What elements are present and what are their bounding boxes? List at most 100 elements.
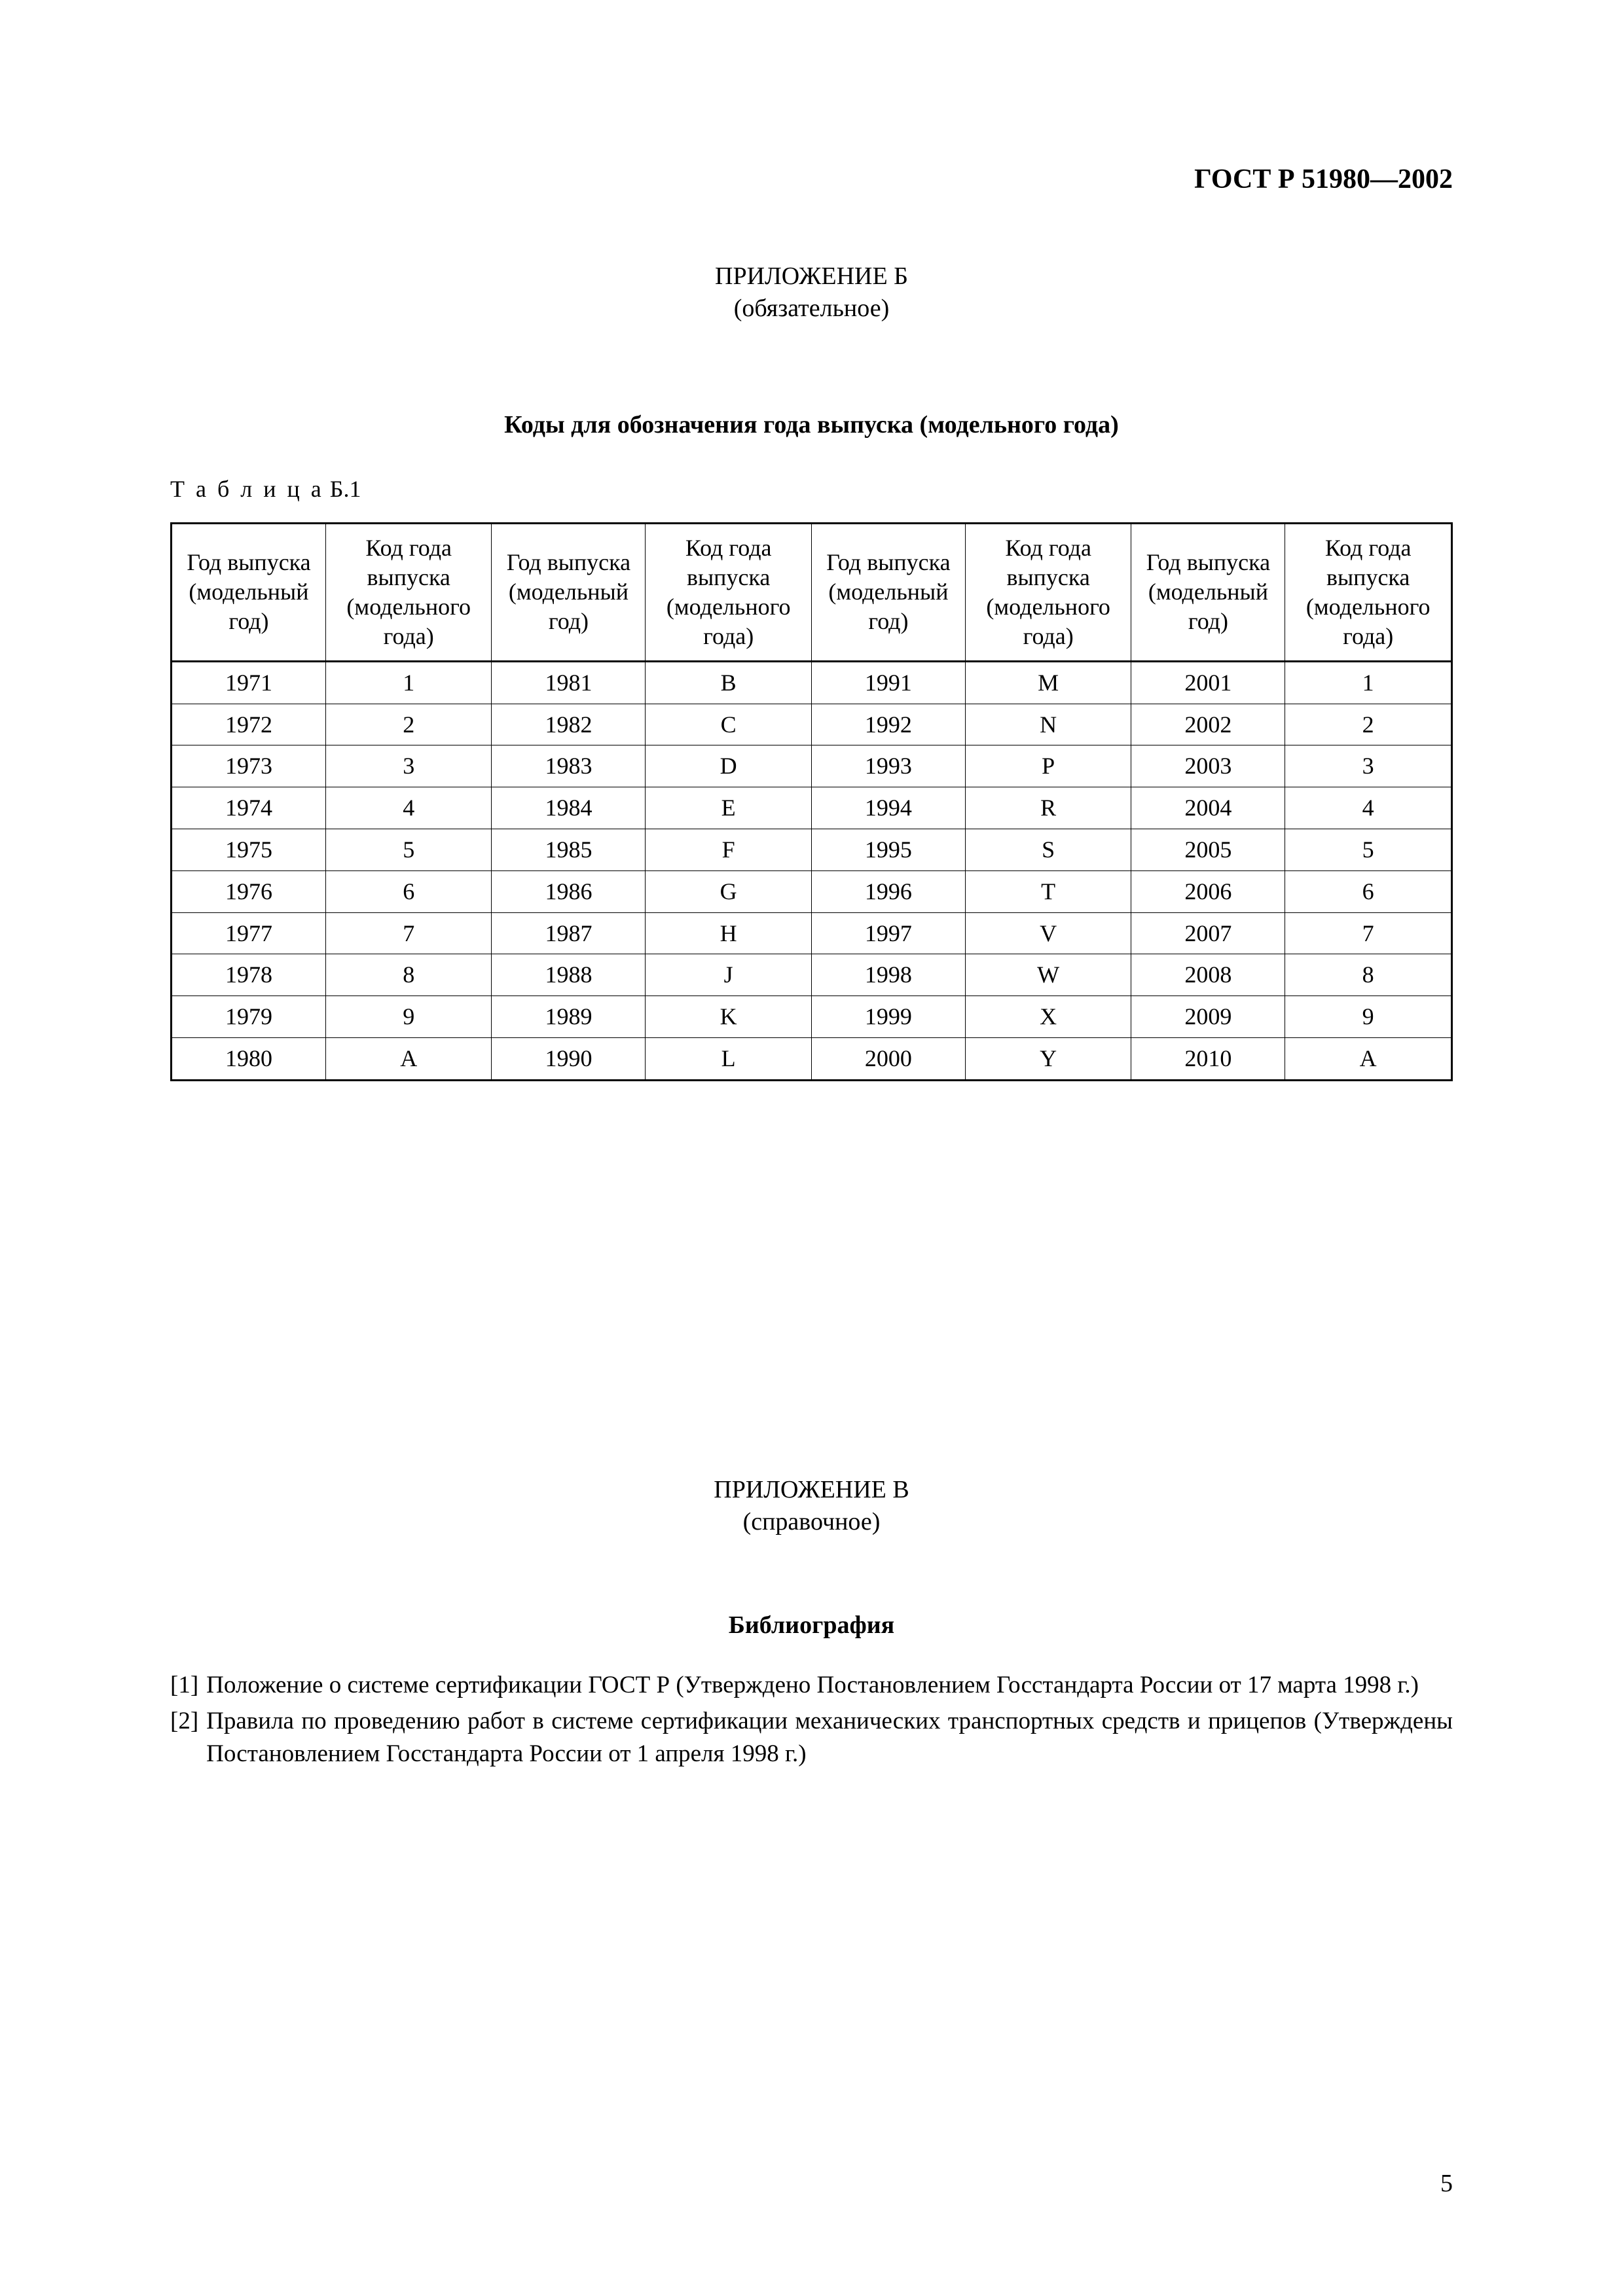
table-cell: 3 [1285, 745, 1452, 787]
table-cell: 2007 [1131, 912, 1285, 954]
table-cell: X [965, 996, 1131, 1038]
table-cell: 1983 [492, 745, 646, 787]
table-cell: K [646, 996, 812, 1038]
bibliography-item-number: [2] [170, 1705, 206, 1770]
table-cell: 6 [325, 870, 492, 912]
table-row: 197991989K1999X20099 [172, 996, 1452, 1038]
table-label-number: Б.1 [324, 476, 361, 502]
table-row: 197551985F1995S20055 [172, 829, 1452, 870]
table-cell: 1973 [172, 745, 326, 787]
bibliography-item-text: Положение о системе сертификации ГОСТ Р … [206, 1669, 1453, 1702]
document-standard-header: ГОСТ Р 51980—2002 [170, 164, 1453, 195]
table-cell: 1994 [811, 787, 965, 829]
table-cell: 2001 [1131, 661, 1285, 704]
appendix-v-section: ПРИЛОЖЕНИЕ В (справочное) Библиография [… [170, 1474, 1453, 1771]
table-cell: W [965, 954, 1131, 996]
table-row: 197661986G1996T20066 [172, 870, 1452, 912]
table-cell: 6 [1285, 870, 1452, 912]
table-row: 197771987H1997V20077 [172, 912, 1452, 954]
table-cell: L [646, 1037, 812, 1080]
table-row: 197111981B1991M20011 [172, 661, 1452, 704]
table-header-year: Год выпуска (модельный год) [1131, 523, 1285, 661]
table-cell: 1980 [172, 1037, 326, 1080]
bibliography-title: Библиография [170, 1611, 1453, 1640]
table-cell: 2010 [1131, 1037, 1285, 1080]
table-cell: 1989 [492, 996, 646, 1038]
bibliography-list: [1]Положение о системе сертификации ГОСТ… [170, 1669, 1453, 1771]
table-row: 197441984E1994R20044 [172, 787, 1452, 829]
table-cell: 2003 [1131, 745, 1285, 787]
table-cell: 1999 [811, 996, 965, 1038]
table-cell: 1976 [172, 870, 326, 912]
table-cell: 1988 [492, 954, 646, 996]
table-cell: 1977 [172, 912, 326, 954]
table-cell: 1972 [172, 704, 326, 745]
table-cell: 1975 [172, 829, 326, 870]
table-cell: 1971 [172, 661, 326, 704]
bibliography-item: [1]Положение о системе сертификации ГОСТ… [170, 1669, 1453, 1702]
table-cell: 1982 [492, 704, 646, 745]
table-cell: 1997 [811, 912, 965, 954]
appendix-b-note: (обязательное) [170, 293, 1453, 325]
table-cell: 4 [325, 787, 492, 829]
table-header-code: Код года выпуска (модельного года) [965, 523, 1131, 661]
table-cell: T [965, 870, 1131, 912]
table-cell: 1992 [811, 704, 965, 745]
table-cell: 1996 [811, 870, 965, 912]
table-cell: 1981 [492, 661, 646, 704]
table-cell: Y [965, 1037, 1131, 1080]
table-cell: A [1285, 1037, 1452, 1080]
appendix-b-title: ПРИЛОЖЕНИЕ Б [170, 260, 1453, 293]
table-cell: 7 [325, 912, 492, 954]
table-cell: H [646, 912, 812, 954]
table-cell: 1987 [492, 912, 646, 954]
bibliography-item: [2]Правила по проведению работ в системе… [170, 1705, 1453, 1770]
table-cell: 2002 [1131, 704, 1285, 745]
table-cell: P [965, 745, 1131, 787]
table-header-code: Код года выпуска (модельного года) [646, 523, 812, 661]
table-row: 197221982C1992N20022 [172, 704, 1452, 745]
table-cell: E [646, 787, 812, 829]
table-cell: 1978 [172, 954, 326, 996]
table-header-year: Год выпуска (модельный год) [811, 523, 965, 661]
table-cell: 1 [1285, 661, 1452, 704]
table-row: 197881988J1998W20088 [172, 954, 1452, 996]
table-cell: D [646, 745, 812, 787]
table-label: Т а б л и ц а Б.1 [170, 475, 1453, 503]
table-cell: R [965, 787, 1131, 829]
table-cell: 1998 [811, 954, 965, 996]
table-cell: 3 [325, 745, 492, 787]
bibliography-item-number: [1] [170, 1669, 206, 1702]
table-row: 197331983D1993P20033 [172, 745, 1452, 787]
table-row: 1980A1990L2000Y2010A [172, 1037, 1452, 1080]
table-cell: 8 [1285, 954, 1452, 996]
page-number: 5 [1440, 2169, 1453, 2198]
table-cell: 1974 [172, 787, 326, 829]
table-cell: 2005 [1131, 829, 1285, 870]
document-page: ГОСТ Р 51980—2002 ПРИЛОЖЕНИЕ Б (обязател… [0, 0, 1623, 2296]
table-cell: 8 [325, 954, 492, 996]
table-cell: C [646, 704, 812, 745]
appendix-v-title: ПРИЛОЖЕНИЕ В [170, 1474, 1453, 1506]
table-cell: N [965, 704, 1131, 745]
year-codes-table: Год выпуска (модельный год)Код года выпу… [170, 522, 1453, 1081]
table-cell: 2008 [1131, 954, 1285, 996]
table-cell: 5 [325, 829, 492, 870]
table-cell: 2000 [811, 1037, 965, 1080]
table-cell: 2 [325, 704, 492, 745]
table-cell: 2004 [1131, 787, 1285, 829]
table-cell: 4 [1285, 787, 1452, 829]
table-cell: 1993 [811, 745, 965, 787]
table-cell: 1979 [172, 996, 326, 1038]
table-label-prefix: Т а б л и ц а [170, 476, 324, 502]
table-head: Год выпуска (модельный год)Код года выпу… [172, 523, 1452, 661]
table-header-code: Код года выпуска (модельного года) [1285, 523, 1452, 661]
appendix-b-heading: ПРИЛОЖЕНИЕ Б (обязательное) [170, 260, 1453, 325]
table-cell: 9 [1285, 996, 1452, 1038]
table-cell: V [965, 912, 1131, 954]
table-cell: 1984 [492, 787, 646, 829]
table-cell: 1995 [811, 829, 965, 870]
table-cell: F [646, 829, 812, 870]
table-cell: M [965, 661, 1131, 704]
table-cell: S [965, 829, 1131, 870]
